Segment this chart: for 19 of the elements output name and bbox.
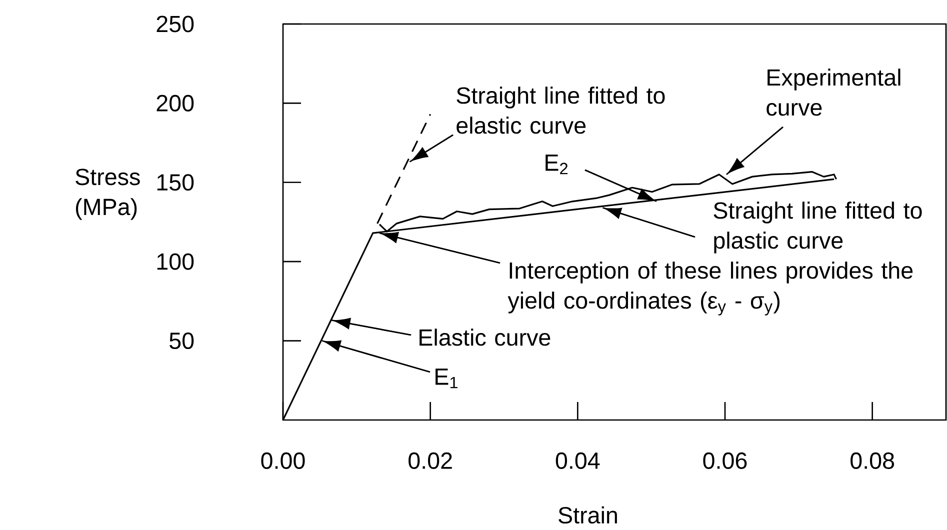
annotation: Elastic curve: [420, 328, 550, 346]
annotation: Interception of these lines provides the yield co-ordinates (ε$_{y}$ - σ$_{y}$): [508, 262, 913, 316]
y-tick-label: 50: [170, 332, 194, 350]
x-tick-label: 0.04: [556, 452, 600, 469]
x-tick-label: 0.08: [850, 452, 894, 469]
x-axis-title: Strain: [558, 506, 617, 524]
annotation: E$_{1}$: [436, 368, 458, 388]
y-tick-label: 250: [156, 16, 194, 32]
x-tick-label: 0.02: [408, 452, 452, 469]
x-tick-label: 0.00: [261, 452, 305, 469]
y-axis-title: Stress (MPa): [76, 168, 140, 220]
y-tick-label: 150: [157, 174, 194, 191]
x-tick-label: 0.06: [703, 452, 747, 469]
annotation: E$_{2}$: [546, 154, 568, 174]
y-tick-label: 200: [156, 94, 194, 112]
y-tick-label: 100: [157, 253, 194, 270]
annotation: Experimental curve: [766, 68, 900, 116]
annotation: Straight line fitted to plastic curve: [714, 202, 922, 254]
annotation: Straight line fitted to elastic curve: [456, 86, 665, 134]
